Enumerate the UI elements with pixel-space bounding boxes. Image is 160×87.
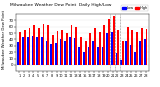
Bar [50,44,52,65]
Bar [116,54,117,65]
Bar [78,47,80,65]
Bar [60,39,61,65]
Bar [52,35,54,65]
Bar [66,33,68,65]
Bar [83,52,85,65]
Bar [75,27,77,65]
Bar [24,30,26,65]
Bar [27,37,29,65]
Text: Milwaukee Weather Dew Point  Daily High/Low: Milwaukee Weather Dew Point Daily High/L… [10,3,112,7]
Bar [46,41,47,65]
Bar [94,28,96,65]
Bar [17,42,19,65]
Bar [117,30,119,65]
Bar [85,41,87,65]
Bar [43,24,44,65]
Bar [61,30,63,65]
Bar [106,33,108,65]
Bar [132,30,133,65]
Bar [125,41,127,65]
Bar [130,45,132,65]
Bar [120,60,122,65]
Bar [102,47,104,65]
Bar [139,41,141,65]
Bar [29,28,30,65]
Bar [64,41,66,65]
Bar [57,31,58,65]
Bar [146,29,147,65]
Bar [22,37,24,65]
Bar [127,27,129,65]
Bar [104,25,105,65]
Bar [134,52,136,65]
Bar [32,36,33,65]
Bar [41,37,43,65]
Bar [55,43,57,65]
Bar [74,38,75,65]
Bar [97,47,99,65]
Bar [122,41,124,65]
Bar [19,32,21,65]
Bar [136,32,138,65]
Bar [33,25,35,65]
Bar [71,25,72,65]
Bar [69,37,71,65]
Bar [38,28,40,65]
Bar [88,47,89,65]
Bar [36,37,38,65]
Bar [141,28,143,65]
Legend: Low, High: Low, High [121,5,148,11]
Bar [144,39,146,65]
Bar [108,19,110,65]
Bar [47,25,49,65]
Bar [89,33,91,65]
Text: Milwaukee Weather Dew Point: Milwaukee Weather Dew Point [2,10,6,69]
Bar [111,32,113,65]
Bar [99,32,100,65]
Bar [80,37,82,65]
Bar [92,41,94,65]
Bar [113,16,115,65]
